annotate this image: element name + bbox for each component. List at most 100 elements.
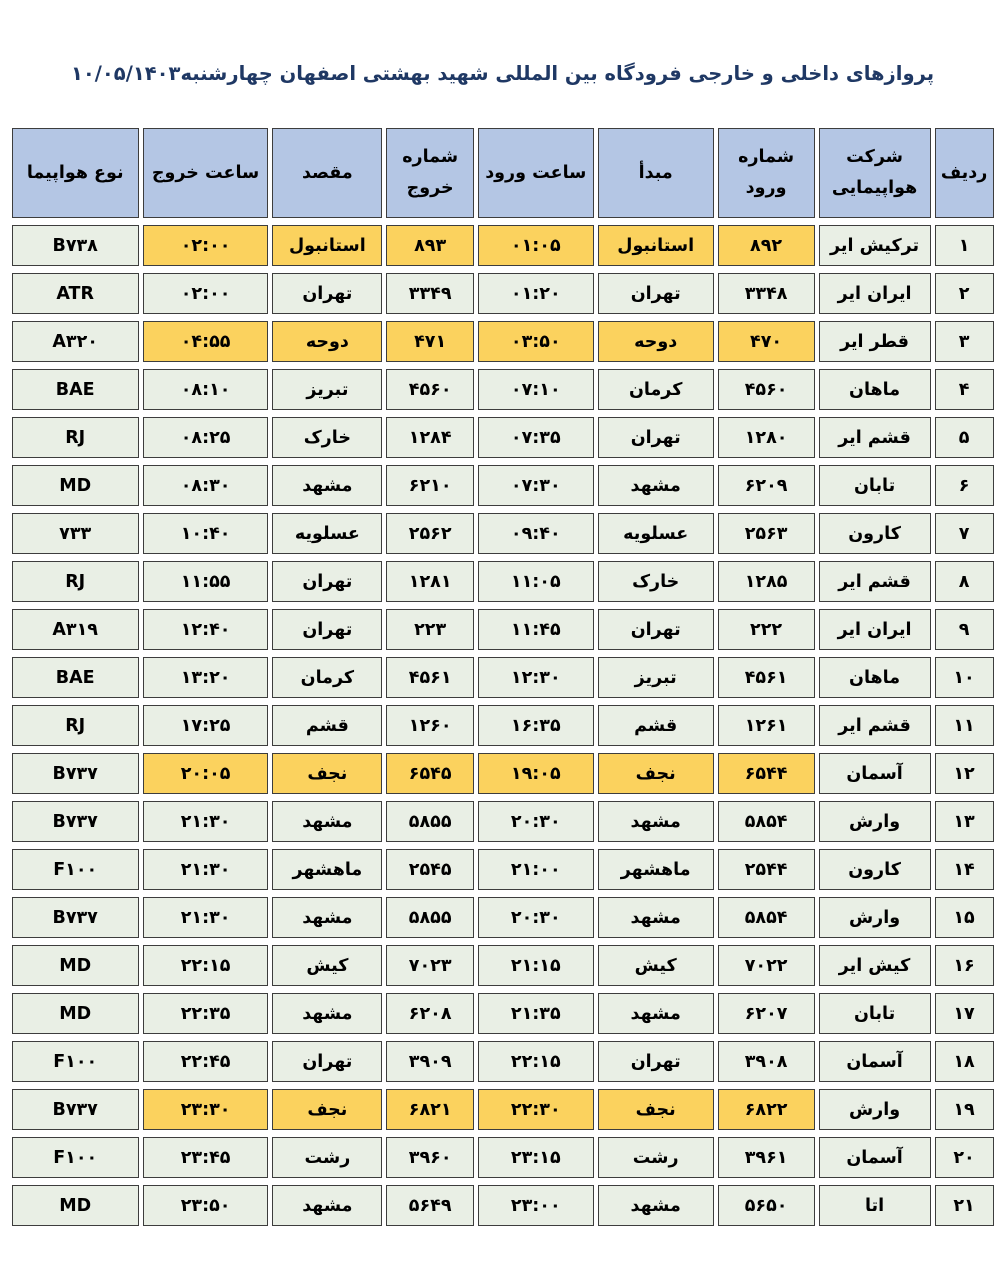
cell-departure_time: ۱۱:۵۵ bbox=[142, 561, 269, 602]
cell-departure_no: ۲۵۴۵ bbox=[386, 849, 474, 890]
table-row: ۳ قطر ایر ۴۷۰ دوحه ۰۳:۵۰ ۴۷۱ دوحه ۰۴:۵۵ A۳۲۰ bbox=[11, 321, 994, 362]
cell-destination: تهران bbox=[272, 273, 383, 314]
cell-aircraft: ۷۳۳ bbox=[11, 513, 139, 554]
cell-departure_no: ۶۸۲۱ bbox=[386, 1089, 474, 1130]
cell-origin: عسلویه bbox=[597, 513, 714, 554]
cell-arrival_no: ۶۲۰۹ bbox=[717, 465, 815, 506]
table-row: ۱۳ وارش ۵۸۵۴ مشهد ۲۰:۳۰ ۵۸۵۵ مشهد ۲۱:۳۰ B۷۳۷ bbox=[11, 801, 994, 842]
cell-departure_no: ۲۲۳ bbox=[386, 609, 474, 650]
cell-destination: عسلویه bbox=[272, 513, 383, 554]
cell-airline: وارش bbox=[818, 897, 931, 938]
cell-departure_time: ۲۱:۳۰ bbox=[142, 897, 269, 938]
cell-departure_time: ۱۲:۴۰ bbox=[142, 609, 269, 650]
cell-arrival_no: ۲۵۴۴ bbox=[717, 849, 815, 890]
cell-departure_no: ۵۸۵۵ bbox=[386, 801, 474, 842]
cell-aircraft: RJ bbox=[11, 705, 139, 746]
cell-origin: کرمان bbox=[597, 369, 714, 410]
cell-row: ۲ bbox=[934, 273, 994, 314]
cell-origin: دوحه bbox=[597, 321, 714, 362]
cell-destination: تهران bbox=[272, 1041, 383, 1082]
cell-departure_time: ۲۲:۱۵ bbox=[142, 945, 269, 986]
cell-origin: ماهشهر bbox=[597, 849, 714, 890]
cell-origin: رشت bbox=[597, 1137, 714, 1178]
cell-airline: تابان bbox=[818, 465, 931, 506]
cell-arrival_no: ۵۶۵۰ bbox=[717, 1185, 815, 1226]
cell-destination: تبریز bbox=[272, 369, 383, 410]
cell-arrival_time: ۰۷:۳۰ bbox=[477, 465, 594, 506]
cell-airline: ماهان bbox=[818, 657, 931, 698]
cell-row: ۱ bbox=[934, 225, 994, 266]
cell-departure_no: ۳۹۰۹ bbox=[386, 1041, 474, 1082]
cell-arrival_time: ۲۳:۰۰ bbox=[477, 1185, 594, 1226]
table-row: ۱۲ آسمان ۶۵۴۴ نجف ۱۹:۰۵ ۶۵۴۵ نجف ۲۰:۰۵ B۷۳۷ bbox=[11, 753, 994, 794]
table-row: ۲۱ اتا ۵۶۵۰ مشهد ۲۳:۰۰ ۵۶۴۹ مشهد ۲۳:۵۰ MD bbox=[11, 1185, 994, 1226]
cell-arrival_no: ۱۲۸۰ bbox=[717, 417, 815, 458]
cell-arrival_no: ۳۹۰۸ bbox=[717, 1041, 815, 1082]
cell-arrival_time: ۱۶:۳۵ bbox=[477, 705, 594, 746]
cell-arrival_no: ۶۸۲۲ bbox=[717, 1089, 815, 1130]
table-row: ۴ ماهان ۴۵۶۰ کرمان ۰۷:۱۰ ۴۵۶۰ تبریز ۰۸:۱۰ BAE bbox=[11, 369, 994, 410]
cell-arrival_time: ۲۲:۱۵ bbox=[477, 1041, 594, 1082]
cell-row: ۱۸ bbox=[934, 1041, 994, 1082]
cell-departure_time: ۲۲:۳۵ bbox=[142, 993, 269, 1034]
table-row: ۱۰ ماهان ۴۵۶۱ تبریز ۱۲:۳۰ ۴۵۶۱ کرمان ۱۳:۲۰ BAE bbox=[11, 657, 994, 698]
cell-arrival_time: ۲۱:۱۵ bbox=[477, 945, 594, 986]
cell-aircraft: RJ bbox=[11, 561, 139, 602]
cell-airline: وارش bbox=[818, 801, 931, 842]
cell-departure_time: ۰۸:۱۰ bbox=[142, 369, 269, 410]
cell-airline: تابان bbox=[818, 993, 931, 1034]
cell-origin: تهران bbox=[597, 609, 714, 650]
cell-row: ۱۳ bbox=[934, 801, 994, 842]
cell-aircraft: BAE bbox=[11, 369, 139, 410]
cell-airline: قشم ایر bbox=[818, 705, 931, 746]
cell-destination: نجف bbox=[272, 1089, 383, 1130]
column-header-arrival_time: ساعت ورود bbox=[477, 128, 594, 218]
cell-destination: تهران bbox=[272, 561, 383, 602]
cell-departure_no: ۲۵۶۲ bbox=[386, 513, 474, 554]
cell-aircraft: A۳۲۰ bbox=[11, 321, 139, 362]
cell-arrival_no: ۶۵۴۴ bbox=[717, 753, 815, 794]
cell-arrival_no: ۴۷۰ bbox=[717, 321, 815, 362]
cell-destination: تهران bbox=[272, 609, 383, 650]
cell-departure_no: ۱۲۸۴ bbox=[386, 417, 474, 458]
column-header-destination: مقصد bbox=[272, 128, 383, 218]
cell-origin: مشهد bbox=[597, 465, 714, 506]
cell-arrival_time: ۰۱:۰۵ bbox=[477, 225, 594, 266]
table-row: ۱۵ وارش ۵۸۵۴ مشهد ۲۰:۳۰ ۵۸۵۵ مشهد ۲۱:۳۰ B۷۳۷ bbox=[11, 897, 994, 938]
cell-aircraft: ATR bbox=[11, 273, 139, 314]
cell-departure_time: ۰۲:۰۰ bbox=[142, 225, 269, 266]
cell-row: ۸ bbox=[934, 561, 994, 602]
cell-arrival_no: ۱۲۸۵ bbox=[717, 561, 815, 602]
cell-destination: استانبول bbox=[272, 225, 383, 266]
cell-departure_time: ۰۸:۳۰ bbox=[142, 465, 269, 506]
cell-row: ۱۴ bbox=[934, 849, 994, 890]
cell-arrival_time: ۱۱:۰۵ bbox=[477, 561, 594, 602]
cell-departure_time: ۰۸:۲۵ bbox=[142, 417, 269, 458]
cell-destination: کیش bbox=[272, 945, 383, 986]
cell-arrival_time: ۰۷:۱۰ bbox=[477, 369, 594, 410]
cell-origin: خارک bbox=[597, 561, 714, 602]
table-row: ۸ قشم ایر ۱۲۸۵ خارک ۱۱:۰۵ ۱۲۸۱ تهران ۱۱:۵۵ RJ bbox=[11, 561, 994, 602]
table-body: ۱ ترکیش ایر ۸۹۲ استانبول ۰۱:۰۵ ۸۹۳ استانبول ۰۲:… bbox=[11, 225, 994, 1226]
cell-airline: قطر ایر bbox=[818, 321, 931, 362]
cell-arrival_no: ۱۲۶۱ bbox=[717, 705, 815, 746]
cell-origin: نجف bbox=[597, 753, 714, 794]
column-header-row: ردیف bbox=[934, 128, 994, 218]
cell-arrival_time: ۲۳:۱۵ bbox=[477, 1137, 594, 1178]
cell-airline: کارون bbox=[818, 513, 931, 554]
table-row: ۱۴ کارون ۲۵۴۴ ماهشهر ۲۱:۰۰ ۲۵۴۵ ماهشهر ۲۱:۳۰ F۱۰… bbox=[11, 849, 994, 890]
cell-origin: تهران bbox=[597, 273, 714, 314]
cell-departure_time: ۱۰:۴۰ bbox=[142, 513, 269, 554]
table-row: ۱۶ کیش ایر ۷۰۲۲ کیش ۲۱:۱۵ ۷۰۲۳ کیش ۲۲:۱۵ MD bbox=[11, 945, 994, 986]
cell-departure_no: ۸۹۳ bbox=[386, 225, 474, 266]
cell-departure_no: ۶۲۱۰ bbox=[386, 465, 474, 506]
cell-arrival_no: ۵۸۵۴ bbox=[717, 801, 815, 842]
cell-departure_no: ۱۲۸۱ bbox=[386, 561, 474, 602]
cell-airline: ماهان bbox=[818, 369, 931, 410]
cell-arrival_time: ۲۰:۳۰ bbox=[477, 801, 594, 842]
cell-destination: مشهد bbox=[272, 465, 383, 506]
cell-departure_time: ۲۳:۴۵ bbox=[142, 1137, 269, 1178]
cell-origin: مشهد bbox=[597, 993, 714, 1034]
table-row: ۱۸ آسمان ۳۹۰۸ تهران ۲۲:۱۵ ۳۹۰۹ تهران ۲۲:۴۵ F۱۰۰ bbox=[11, 1041, 994, 1082]
cell-departure_no: ۴۵۶۰ bbox=[386, 369, 474, 410]
